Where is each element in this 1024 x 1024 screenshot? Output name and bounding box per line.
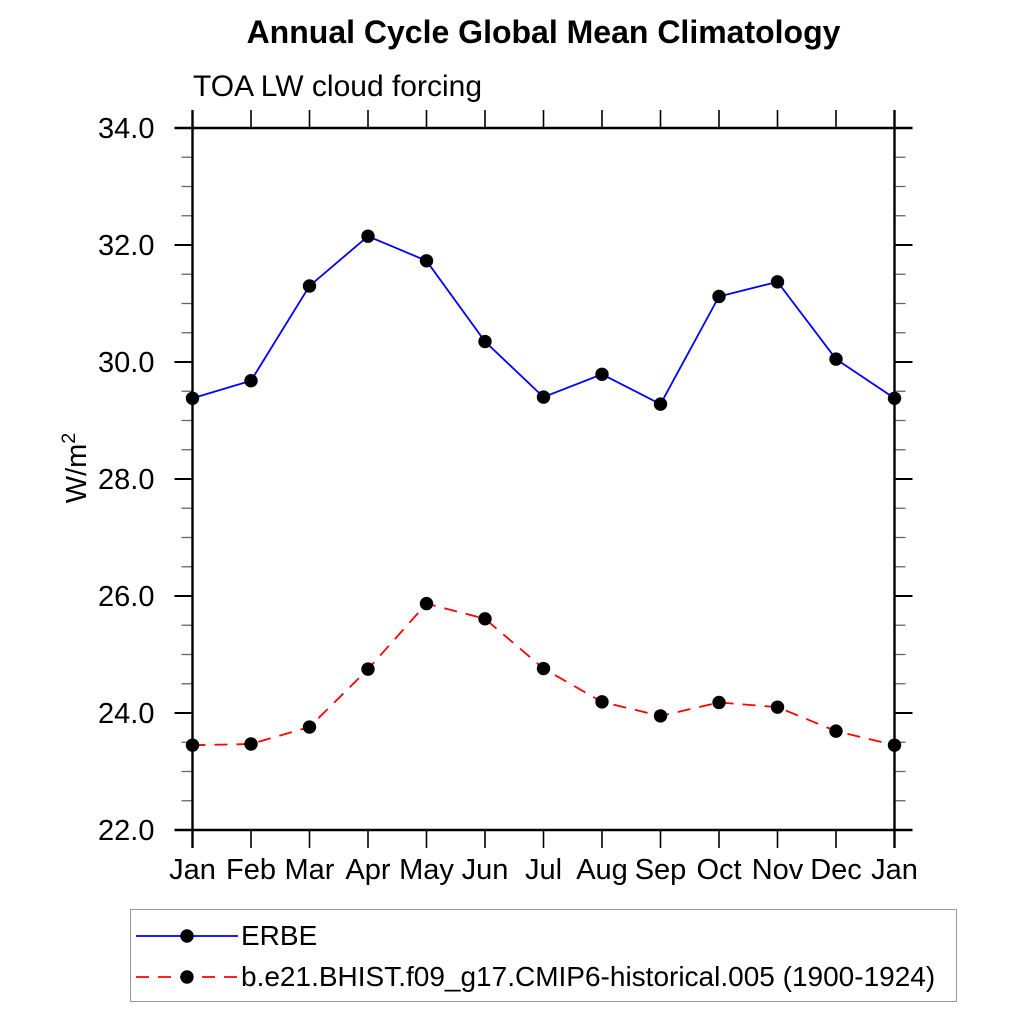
y-tick-label: 28.0 xyxy=(98,464,154,496)
x-tick-label: Jun xyxy=(462,854,509,886)
x-tick-label: Jan xyxy=(169,854,216,886)
x-tick-label: Aug xyxy=(576,854,628,886)
x-tick-label: Nov xyxy=(752,854,804,886)
axis-major-ticks xyxy=(174,127,913,831)
x-tick-label: Oct xyxy=(696,854,741,886)
x-tick-label: Jan xyxy=(871,854,918,886)
series-markers-0 xyxy=(185,229,902,411)
plot-frame xyxy=(174,110,913,848)
x-tick-label: Apr xyxy=(345,854,390,886)
series-markers-1 xyxy=(185,596,902,752)
legend-line-sample-dashed xyxy=(136,969,238,984)
y-tick-label: 26.0 xyxy=(98,581,154,613)
axis-tick-labels: Jan Feb Mar Apr May Jun Jul Aug Sep Oct Nov Dec Jan 2… xyxy=(98,113,918,886)
legend-label-model: b.e21.BHIST.f09_g17.CMIP6-historical.005… xyxy=(241,960,936,992)
legend-item-model: b.e21.BHIST.f09_g17.CMIP6-historical.005… xyxy=(131,956,956,997)
y-tick-label: 24.0 xyxy=(98,698,154,730)
y-tick-label: 22.0 xyxy=(98,815,154,847)
legend-line-sample-solid xyxy=(136,928,238,943)
y-tick-label: 32.0 xyxy=(98,230,154,262)
x-tick-label: Mar xyxy=(285,854,335,886)
x-tick-label: Jul xyxy=(525,854,562,886)
y-tick-label: 34.0 xyxy=(98,113,154,145)
x-tick-label: Dec xyxy=(810,854,862,886)
chart-subtitle: TOA LW cloud forcing xyxy=(193,70,483,103)
x-tick-label: May xyxy=(399,854,454,886)
x-tick-label: Sep xyxy=(635,854,687,886)
chart-title: Annual Cycle Global Mean Climatology xyxy=(246,14,841,50)
legend-box: ERBE b.e21.BHIST.f09_g17.CMIP6-historica… xyxy=(130,909,957,1002)
x-axis-ticks xyxy=(191,110,896,848)
y-axis-minor-ticks xyxy=(181,156,906,802)
y-tick-label: 30.0 xyxy=(98,347,154,379)
x-tick-label: Feb xyxy=(226,854,276,886)
legend-label-erbe: ERBE xyxy=(241,919,318,951)
legend-item-erbe: ERBE xyxy=(131,915,956,956)
series-line-0 xyxy=(192,235,896,406)
